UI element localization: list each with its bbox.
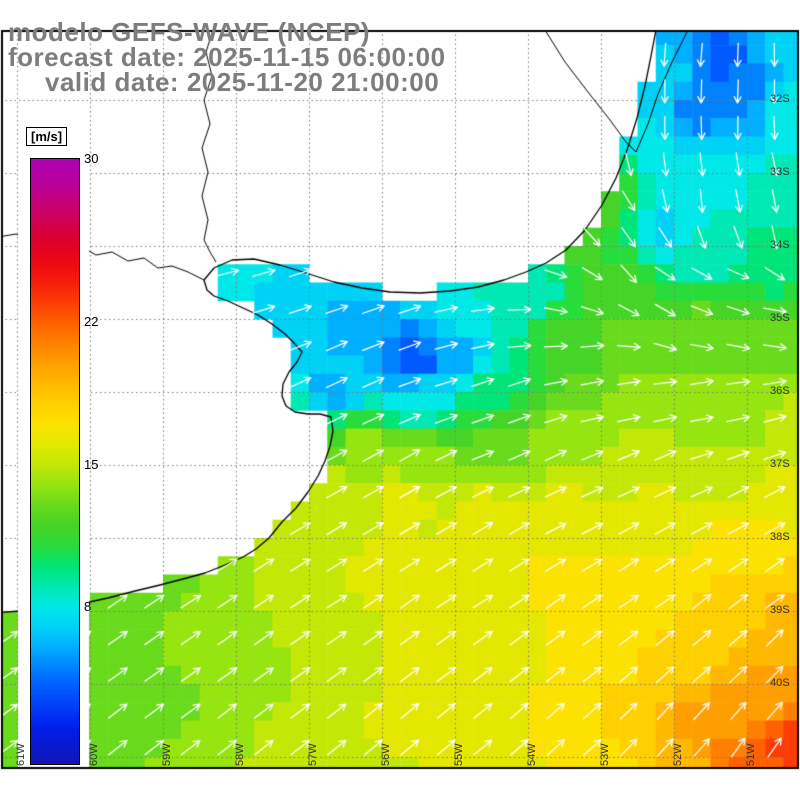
lat-label: 35S (770, 312, 790, 324)
lat-label: 32S (770, 93, 790, 105)
lon-label: 61W (15, 743, 27, 766)
lon-label: 53W (599, 743, 611, 766)
lon-label: 54W (526, 743, 538, 766)
colorbar-unit-label: [m/s] (26, 127, 68, 146)
lat-label: 33S (770, 166, 790, 178)
lat-label: 36S (770, 385, 790, 397)
lon-label: 60W (88, 743, 100, 766)
colorbar-tick-label: 22 (84, 313, 99, 329)
lon-label: 52W (672, 743, 684, 766)
title-block: modelo GEFS-WAVE (NCEP) forecast date: 2… (8, 17, 446, 97)
lat-label: 40S (770, 677, 790, 689)
model-title: modelo GEFS-WAVE (NCEP) (8, 17, 371, 47)
lon-label: 57W (307, 743, 319, 766)
lon-label: 56W (380, 743, 392, 766)
colorbar-tick-label: 30 (84, 151, 99, 166)
lon-label: 59W (161, 743, 173, 766)
lat-label: 37S (770, 458, 790, 470)
valid-date-line: valid date: 2025-11-20 21:00:00 (45, 67, 440, 97)
lon-label: 58W (234, 743, 246, 766)
lat-label: 38S (770, 531, 790, 543)
colorbar-gradient (30, 158, 80, 765)
colorbar-tick-label: 15 (84, 456, 99, 472)
lon-label: 55W (453, 743, 465, 766)
colorbar-tick-label: 8 (84, 599, 92, 615)
lat-label: 39S (770, 604, 790, 616)
lat-label: 34S (770, 239, 790, 251)
forecast-date-line: forecast date: 2025-11-15 06:00:00 (8, 42, 446, 72)
lon-label: 51W (745, 743, 757, 766)
